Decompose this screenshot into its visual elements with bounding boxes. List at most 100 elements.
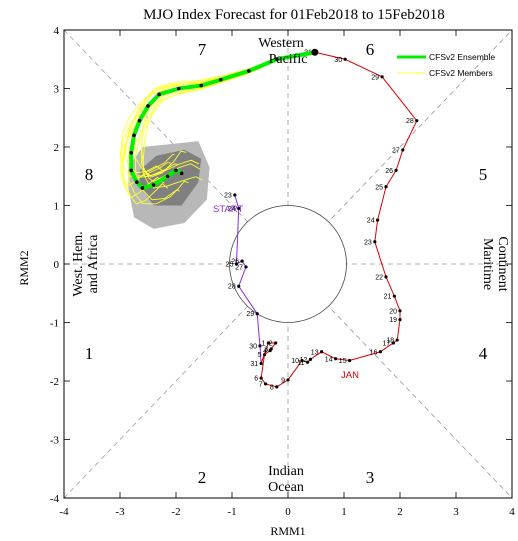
day-label: 9 xyxy=(281,377,285,384)
day-label: 2 xyxy=(269,340,273,347)
observed-point xyxy=(244,265,248,269)
member-track xyxy=(142,51,315,189)
y-tick-label: 1 xyxy=(54,201,60,213)
day-label: 30 xyxy=(249,343,257,350)
ensemble-point xyxy=(174,168,178,173)
day-label: 11 xyxy=(297,360,304,367)
day-label: 24 xyxy=(228,206,236,213)
phase-label-8: 8 xyxy=(85,165,94,184)
observed-point xyxy=(237,206,241,211)
y-tick-label: -1 xyxy=(50,318,59,330)
observed-point xyxy=(258,344,262,348)
y-axis-label: RMM2 xyxy=(17,250,31,285)
observed-point xyxy=(415,119,419,123)
phase-label-7: 7 xyxy=(198,40,207,59)
jan-marker-label: JAN xyxy=(341,370,359,381)
day-label: 5 xyxy=(258,352,262,359)
region-labels-group: Western Pacific Indian Ocean Maritime Co… xyxy=(71,36,510,495)
day-label: 14 xyxy=(325,356,333,363)
observed-point xyxy=(255,312,259,316)
observed-point xyxy=(391,341,395,345)
y-tick-label: -4 xyxy=(50,493,60,505)
x-tick-label: 2 xyxy=(397,506,403,518)
day-label: 25 xyxy=(375,184,383,191)
legend: CFSv2 Ensemble CFSv2 Members xyxy=(397,52,495,78)
ensemble-point xyxy=(275,57,279,62)
observed-point xyxy=(240,259,244,263)
observed-point xyxy=(348,358,352,363)
y-tick-label: 3 xyxy=(54,84,60,96)
observed-point xyxy=(286,378,290,382)
observed-point xyxy=(264,382,268,386)
ensemble-point xyxy=(219,77,223,82)
x-tick-label: 1 xyxy=(341,506,347,518)
day-label: 20 xyxy=(389,308,397,315)
day-label: 15 xyxy=(339,358,347,365)
day-label: 7 xyxy=(259,381,263,388)
day-label: 22 xyxy=(375,274,383,281)
ensemble-point xyxy=(140,186,145,190)
region-western-label-line1: Western xyxy=(258,36,304,51)
ensemble-point xyxy=(132,133,136,138)
observed-point xyxy=(395,338,399,342)
day-label: 29 xyxy=(371,74,379,81)
observed-point xyxy=(398,309,402,313)
ensemble-point xyxy=(165,174,170,179)
phase-label-3: 3 xyxy=(366,468,375,487)
observed-point xyxy=(378,350,382,354)
y-tick-label: -3 xyxy=(50,435,60,447)
observed-point xyxy=(308,357,312,361)
member-track xyxy=(128,51,315,205)
day-label: 21 xyxy=(384,294,392,301)
member-track xyxy=(121,51,315,178)
day-label: 13 xyxy=(311,349,319,356)
region-indian-label-line2: Ocean xyxy=(268,480,304,495)
day-label: 19 xyxy=(389,317,397,324)
day-label: 29 xyxy=(246,311,254,318)
observed-point xyxy=(274,341,278,345)
day-label: 17 xyxy=(382,340,390,347)
ensemble-point xyxy=(135,180,139,184)
day-label: 6 xyxy=(254,376,258,383)
region-maritime-label-line2: Continent xyxy=(495,236,510,291)
ensemble-point xyxy=(179,171,184,176)
plot-frame-group xyxy=(63,29,513,499)
observed-point xyxy=(306,360,310,364)
start-marker-label: START xyxy=(213,204,243,215)
day-label: 10 xyxy=(291,358,299,365)
ensemble-track-group xyxy=(129,48,319,190)
observed-point xyxy=(259,361,263,366)
legend-ensemble-label: CFSv2 Ensemble xyxy=(429,52,495,62)
ensemble-point xyxy=(157,92,161,97)
chart-title: MJO Index Forecast for 01Feb2018 to 15Fe… xyxy=(143,7,445,23)
y-tick-label: -2 xyxy=(50,376,59,388)
x-tick-label: -2 xyxy=(171,506,180,518)
observed-point xyxy=(398,317,402,322)
unit-circle xyxy=(229,205,347,323)
x-tick-label: -3 xyxy=(115,506,125,518)
day-label: 27 xyxy=(392,147,400,154)
x-tick-label: -1 xyxy=(227,506,236,518)
day-label: 27 xyxy=(235,264,243,271)
observed-point xyxy=(384,185,388,189)
day-label: 25 xyxy=(226,262,234,269)
day-label: 31 xyxy=(250,361,258,368)
day-label: 16 xyxy=(370,349,378,356)
observed-point xyxy=(275,385,279,389)
forecast-start-point xyxy=(311,48,319,56)
day-label: 23 xyxy=(224,192,232,199)
day-label: 28 xyxy=(228,284,236,291)
phase-label-2: 2 xyxy=(198,468,207,487)
observed-point xyxy=(373,240,377,244)
phase-label-6: 6 xyxy=(366,40,375,59)
y-tick-label: 0 xyxy=(54,259,60,271)
ensemble-point xyxy=(146,104,150,108)
region-maritime-label-line1: Maritime xyxy=(480,238,495,290)
ensemble-point xyxy=(129,151,133,155)
observed-point xyxy=(259,376,263,380)
ensemble-mean-track xyxy=(129,50,316,190)
observed-point xyxy=(392,294,396,298)
